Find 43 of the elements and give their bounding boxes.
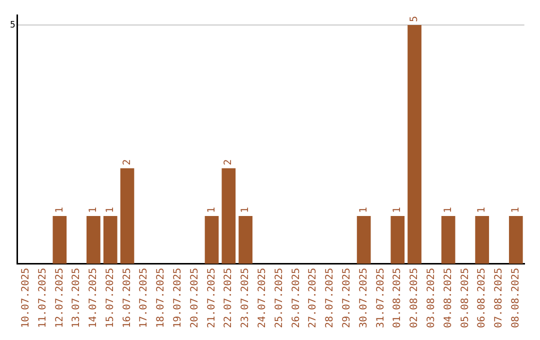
x-tick-label: 17.07.2025 (138, 268, 150, 328)
x-tick-label: 26.07.2025 (290, 268, 302, 328)
x-tick-label: 22.07.2025 (223, 268, 234, 328)
data-label: 1 (476, 206, 488, 214)
x-tick-label: 23.07.2025 (240, 268, 252, 328)
x-tick-label: 06.08.2025 (476, 268, 488, 328)
x-tick-label: 14.07.2025 (88, 268, 100, 328)
x-tick-label: 19.07.2025 (172, 268, 184, 328)
x-tick-label: 03.08.2025 (426, 268, 438, 328)
x-tick-label: 15.07.2025 (104, 268, 116, 328)
data-label: 1 (510, 206, 522, 214)
x-tick-label: 29.07.2025 (342, 268, 353, 328)
x-tick-label: 04.08.2025 (442, 268, 454, 328)
data-label: 2 (223, 159, 234, 166)
x-tick-label: 18.07.2025 (156, 268, 167, 328)
data-label: 1 (240, 206, 252, 214)
data-label: 2 (122, 159, 133, 166)
data-label: 1 (442, 206, 454, 214)
x-tick-label: 27.07.2025 (308, 268, 319, 328)
x-tick-label: 10.07.2025 (20, 268, 32, 328)
x-tick-label: 20.07.2025 (189, 268, 200, 328)
x-tick-label: 24.07.2025 (257, 268, 268, 328)
x-tick-label: 30.07.2025 (358, 268, 370, 328)
data-label: 5 (409, 16, 420, 22)
data-label: 1 (206, 206, 218, 214)
data-label: 1 (54, 206, 66, 214)
x-tick-label: 31.07.2025 (375, 268, 386, 328)
x-tick-label: 11.07.2025 (37, 268, 48, 328)
data-label: 1 (358, 206, 370, 214)
x-tick-label: 01.08.2025 (392, 268, 404, 328)
x-tick-label: 28.07.2025 (324, 268, 336, 328)
data-label: 1 (392, 206, 404, 214)
x-tick-label: 12.07.2025 (54, 268, 66, 328)
x-tick-label: 05.08.2025 (460, 268, 471, 328)
x-tick-label: 25.07.2025 (274, 268, 285, 328)
x-tick-label: 21.07.2025 (206, 268, 218, 328)
x-tick-label: 16.07.2025 (122, 268, 133, 328)
x-tick-label: 08.08.2025 (510, 268, 522, 328)
x-tick-label: 07.08.2025 (494, 268, 505, 328)
data-label: 1 (88, 206, 100, 214)
data-label: 1 (104, 206, 116, 214)
x-tick-label: 13.07.2025 (71, 268, 82, 328)
x-tick-label: 02.08.2025 (409, 268, 420, 328)
